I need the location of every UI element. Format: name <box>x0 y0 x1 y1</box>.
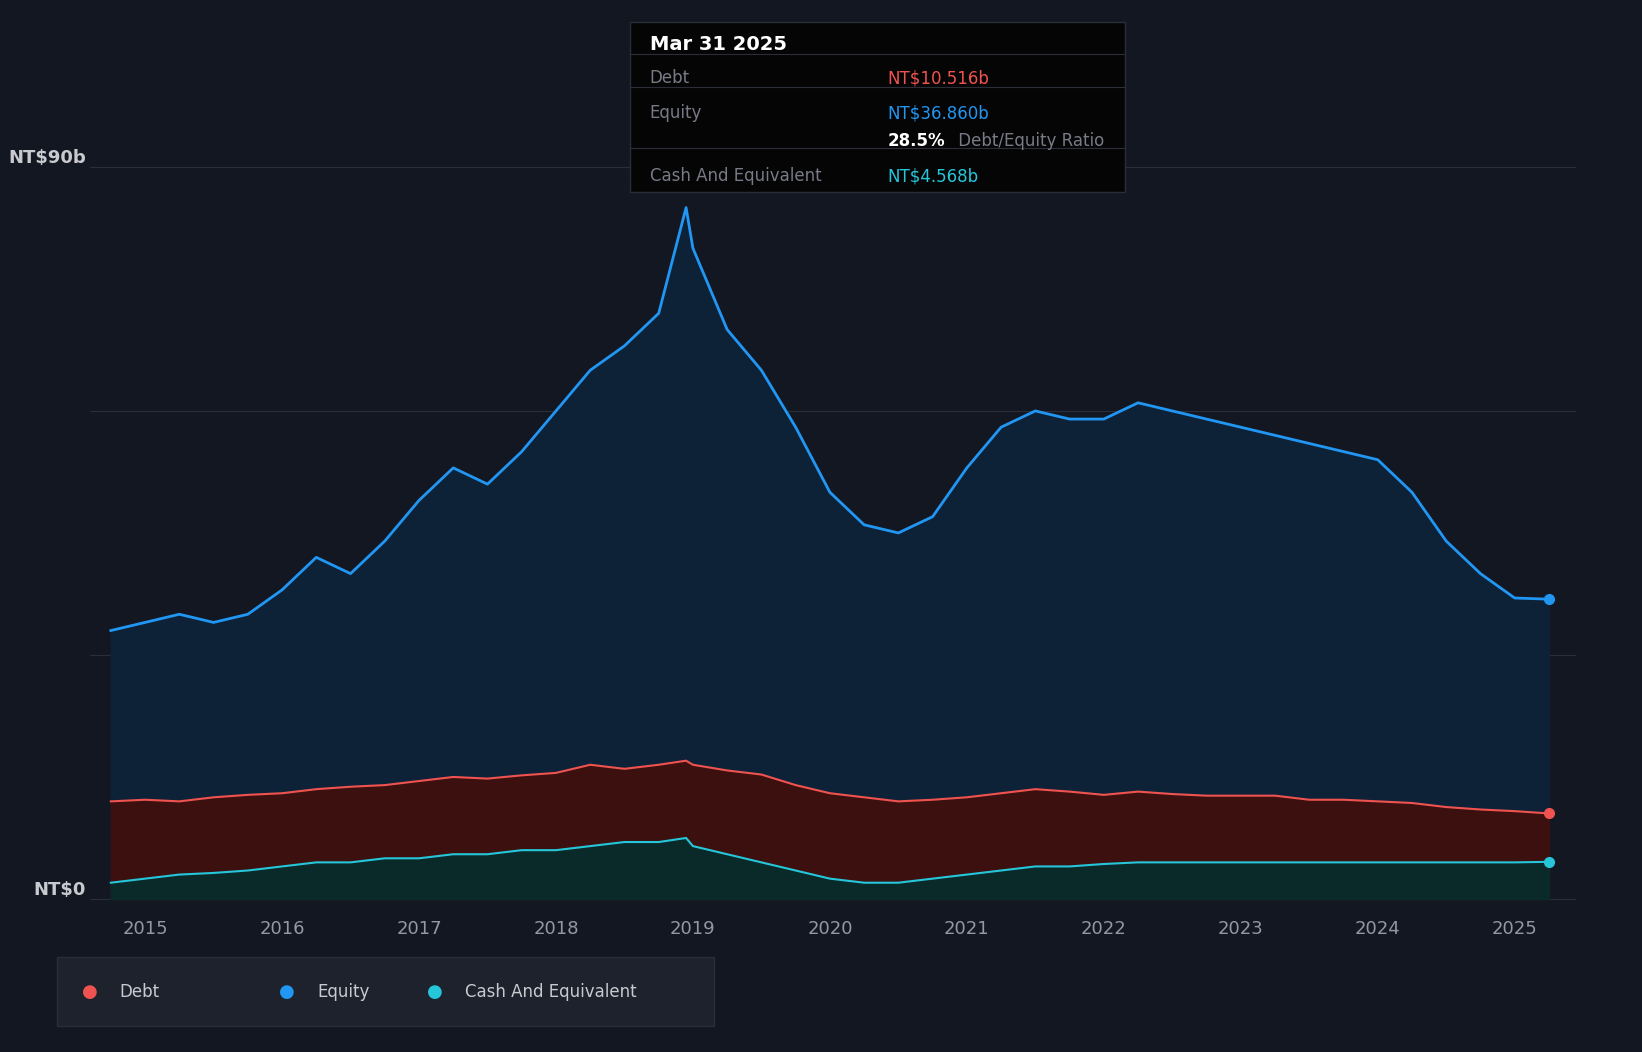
Text: NT$4.568b: NT$4.568b <box>887 167 979 185</box>
Text: Debt: Debt <box>120 983 159 1000</box>
Text: Equity: Equity <box>317 983 369 1000</box>
Text: Cash And Equivalent: Cash And Equivalent <box>465 983 637 1000</box>
Text: NT$90b: NT$90b <box>8 149 85 167</box>
Text: Cash And Equivalent: Cash And Equivalent <box>650 167 821 185</box>
Text: NT$0: NT$0 <box>33 881 85 899</box>
Text: Debt/Equity Ratio: Debt/Equity Ratio <box>952 133 1105 150</box>
Text: Equity: Equity <box>650 104 703 122</box>
Text: ●: ● <box>279 983 296 1000</box>
Text: NT$36.860b: NT$36.860b <box>887 104 988 122</box>
Text: ●: ● <box>82 983 99 1000</box>
Text: 28.5%: 28.5% <box>887 133 946 150</box>
Text: Debt: Debt <box>650 69 690 87</box>
Text: ●: ● <box>427 983 443 1000</box>
Text: NT$10.516b: NT$10.516b <box>887 69 988 87</box>
Text: Mar 31 2025: Mar 31 2025 <box>650 35 787 54</box>
